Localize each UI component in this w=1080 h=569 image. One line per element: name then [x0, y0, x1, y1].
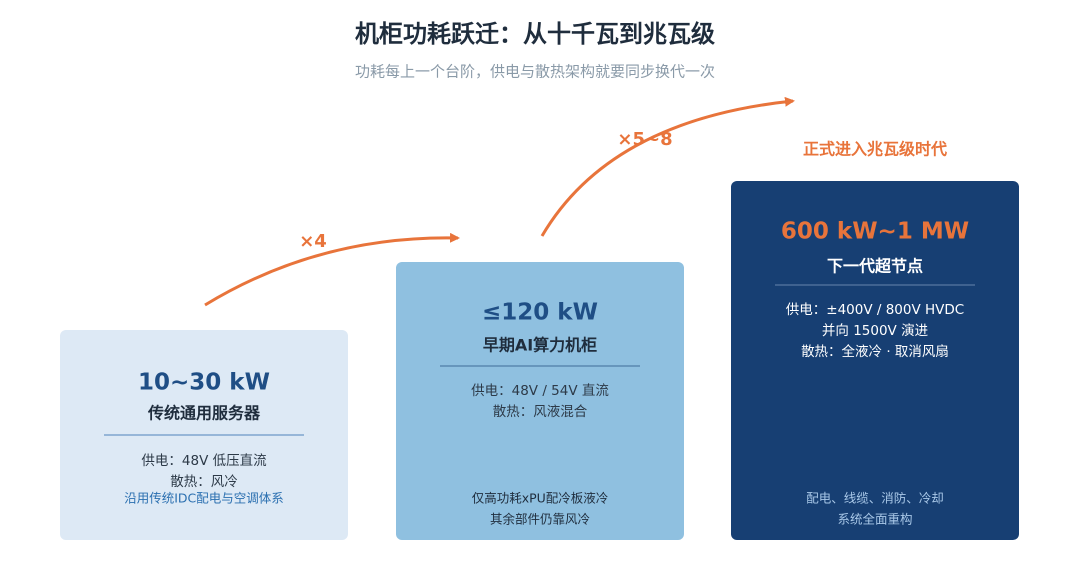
multiplier: ×5~8 [617, 129, 672, 150]
note: 沿用传统IDC配电与空调体系 [124, 491, 284, 506]
spec: 散热：全液冷 · 取消风扇 [801, 343, 949, 360]
stage-value: 10~30 kW [138, 370, 270, 396]
note: 仅高功耗xPU配冷板液冷 [472, 491, 609, 506]
stage-value: 600 kW~1 MW [781, 219, 969, 245]
arrow [540, 96, 795, 237]
subtitle: 功耗每上一个台阶，供电与散热架构就要同步换代一次 [355, 63, 715, 81]
spec: 并向 1500V 演进 [822, 323, 929, 339]
spec: 供电：±400V / 800V HVDC [786, 302, 964, 318]
card [396, 262, 684, 540]
stage-value: ≤120 kW [482, 300, 598, 326]
title: 机柜功耗跃迁：从十千瓦到兆瓦级 [355, 20, 715, 48]
stage-name: 早期AI算力机柜 [483, 336, 597, 355]
spec: 供电：48V / 54V 直流 [471, 383, 609, 399]
stage-name: 下一代超节点 [827, 257, 923, 276]
stage-name: 传统通用服务器 [147, 404, 261, 423]
spec: 散热：风液混合 [493, 404, 588, 420]
banner: 正式进入兆瓦级时代 [803, 140, 947, 159]
note: 其余部件仍靠风冷 [490, 512, 590, 527]
note: 系统全面重构 [837, 512, 912, 527]
spec: 供电：48V 低压直流 [141, 453, 267, 469]
arrow [204, 232, 460, 307]
card [731, 181, 1019, 540]
spec: 散热：风冷 [170, 474, 238, 490]
multiplier: ×4 [299, 231, 327, 252]
note: 配电、线缆、消防、冷却 [806, 491, 944, 506]
